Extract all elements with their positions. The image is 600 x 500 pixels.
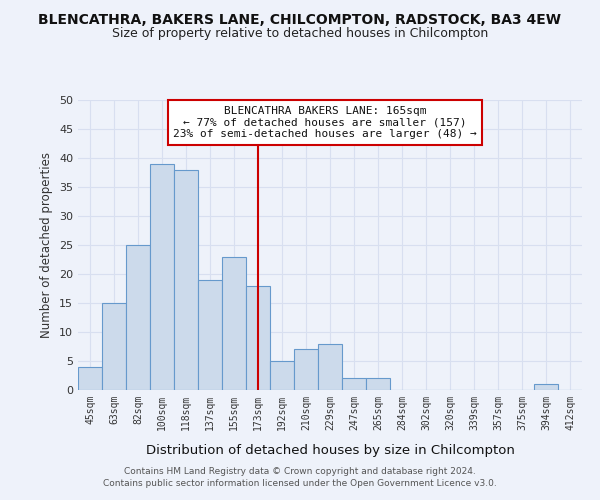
Bar <box>102 303 126 390</box>
Bar <box>534 384 558 390</box>
Text: Contains HM Land Registry data © Crown copyright and database right 2024.: Contains HM Land Registry data © Crown c… <box>124 467 476 476</box>
Bar <box>174 170 198 390</box>
Bar <box>222 256 246 390</box>
Text: BLENCATHRA BAKERS LANE: 165sqm
← 77% of detached houses are smaller (157)
23% of: BLENCATHRA BAKERS LANE: 165sqm ← 77% of … <box>173 106 477 139</box>
Bar <box>126 245 150 390</box>
Text: Size of property relative to detached houses in Chilcompton: Size of property relative to detached ho… <box>112 28 488 40</box>
Bar <box>150 164 174 390</box>
Bar <box>294 350 318 390</box>
Text: Contains public sector information licensed under the Open Government Licence v3: Contains public sector information licen… <box>103 478 497 488</box>
Bar <box>78 367 102 390</box>
Text: BLENCATHRA, BAKERS LANE, CHILCOMPTON, RADSTOCK, BA3 4EW: BLENCATHRA, BAKERS LANE, CHILCOMPTON, RA… <box>38 12 562 26</box>
Y-axis label: Number of detached properties: Number of detached properties <box>40 152 53 338</box>
Bar <box>342 378 366 390</box>
Bar <box>366 378 390 390</box>
Bar <box>246 286 270 390</box>
Bar <box>270 361 294 390</box>
Bar <box>318 344 342 390</box>
Bar <box>198 280 222 390</box>
X-axis label: Distribution of detached houses by size in Chilcompton: Distribution of detached houses by size … <box>146 444 514 457</box>
